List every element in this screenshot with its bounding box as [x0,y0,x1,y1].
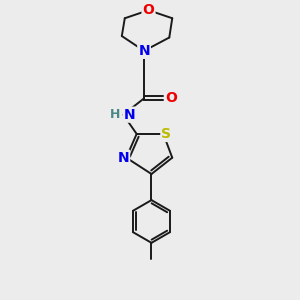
Text: O: O [165,91,177,105]
Text: N: N [123,108,135,122]
Text: S: S [161,127,171,141]
Text: N: N [118,151,129,165]
Text: O: O [142,3,154,17]
Text: N: N [138,44,150,58]
Text: H: H [110,108,120,121]
